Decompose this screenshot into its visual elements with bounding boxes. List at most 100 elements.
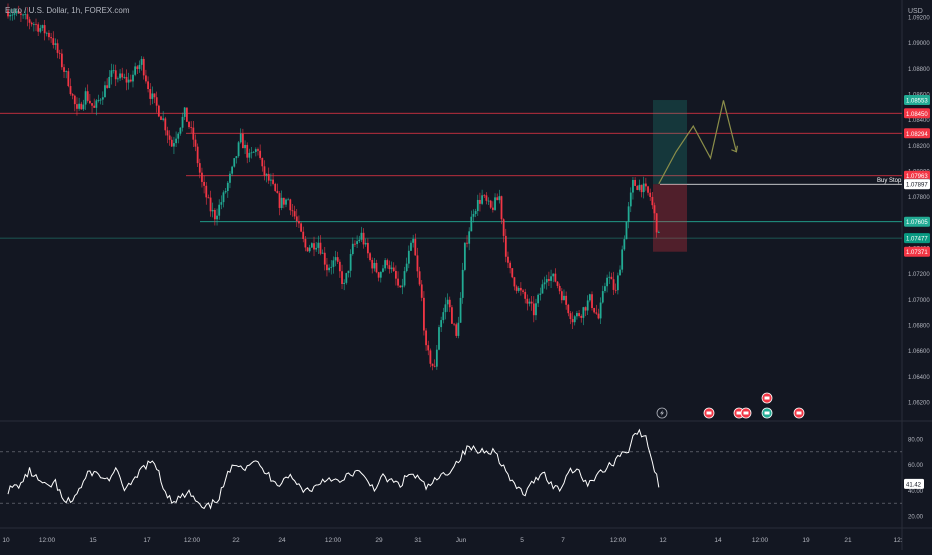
candle-body	[201, 172, 203, 182]
candle-body	[543, 282, 546, 285]
candle-body	[560, 291, 563, 301]
time-axis: 10 12:00 15 17 12:00 22 24 12:00 29 31 Jun 5 7 12:00 1…	[2, 537, 902, 544]
candle-body	[293, 211, 296, 217]
candle-body	[272, 179, 274, 184]
candle-body	[371, 260, 374, 269]
candle-body	[347, 270, 350, 274]
candle-body	[358, 239, 361, 242]
candle-body	[267, 173, 270, 181]
candle-body	[39, 28, 42, 32]
calendar-icon[interactable]	[740, 407, 752, 419]
price-level-label: 1.08450	[906, 112, 928, 118]
time-tick-label: 21	[844, 537, 852, 544]
candle-body	[239, 133, 242, 143]
candle-body	[502, 219, 505, 236]
candle-body	[500, 196, 503, 220]
candle-body	[326, 264, 328, 271]
candle-body	[82, 104, 85, 110]
candle-body	[241, 133, 244, 149]
calendar-icon[interactable]	[761, 407, 773, 419]
candle-body	[196, 146, 199, 164]
price-level-badge	[904, 95, 930, 106]
candle-body	[71, 94, 74, 96]
price-level-badge	[904, 128, 930, 139]
candle-body	[416, 255, 419, 272]
candle-body	[321, 252, 324, 254]
candle-body	[129, 79, 132, 82]
calendar-icon[interactable]	[793, 407, 805, 419]
candle-body	[132, 74, 134, 82]
candle-body	[248, 152, 251, 158]
candle-body	[170, 139, 173, 147]
candle-body	[69, 86, 72, 95]
time-tick-label: 12:00	[610, 537, 627, 544]
candle-body	[149, 89, 152, 99]
candle-body	[580, 315, 583, 318]
candle-body	[252, 151, 255, 153]
calendar-icon[interactable]	[703, 407, 715, 419]
candle-body	[192, 127, 195, 140]
candle-body	[388, 265, 391, 270]
candle-body	[308, 247, 311, 252]
candle-body	[453, 323, 455, 325]
candle-body	[563, 295, 565, 301]
time-tick-label: 5	[520, 537, 524, 544]
candle-body	[88, 100, 91, 104]
candle-body	[435, 349, 438, 367]
candle-body	[95, 100, 98, 108]
candle-body	[121, 73, 124, 78]
candle-body	[224, 191, 227, 193]
price-level-label: 1.07477	[906, 237, 928, 243]
candle-body	[364, 242, 367, 245]
candle-body	[22, 14, 24, 16]
candle-body	[625, 221, 628, 240]
candle-body	[125, 76, 128, 83]
projection-path[interactable]	[658, 100, 737, 185]
candle-body	[369, 253, 371, 261]
candle-body	[459, 297, 462, 323]
candle-body	[155, 97, 158, 106]
candle-body	[319, 242, 322, 254]
candle-body	[99, 99, 102, 101]
candle-body	[468, 231, 471, 244]
price-tick-label: 1.06400	[908, 375, 930, 381]
candle-body	[20, 13, 22, 15]
candle-body	[586, 300, 589, 311]
candle-body	[412, 238, 415, 243]
long-position-profit-zone[interactable]	[653, 100, 687, 185]
oscillator-tick-label: 80.00	[908, 438, 924, 444]
candle-body	[384, 260, 387, 269]
price-level-label: 1.07605	[906, 220, 928, 226]
candle-body	[526, 298, 529, 304]
candle-body	[287, 199, 290, 201]
candle-body	[513, 277, 516, 287]
price-tick-label: 1.07000	[908, 298, 930, 304]
candle-body	[334, 257, 337, 261]
candle-body	[356, 241, 359, 245]
candle-body	[509, 262, 512, 269]
time-tick-label: 12:	[893, 537, 902, 544]
candle-body	[461, 269, 464, 298]
candle-body	[140, 58, 143, 65]
candle-body	[280, 197, 283, 208]
long-position-risk-zone[interactable]	[653, 184, 687, 252]
candle-body	[487, 200, 490, 202]
candle-body	[177, 133, 180, 139]
calendar-icon[interactable]	[761, 392, 773, 404]
candle-body	[235, 156, 238, 159]
candle-body	[382, 268, 384, 272]
candle-body	[632, 179, 634, 193]
candle-body	[80, 103, 83, 110]
price-level-badge	[904, 233, 930, 244]
price-tick-label: 1.06600	[908, 349, 930, 355]
flash-icon[interactable]	[656, 407, 668, 419]
candle-body	[332, 260, 335, 267]
candle-body	[317, 242, 320, 248]
candle-body	[67, 71, 70, 87]
candle-body	[362, 232, 365, 245]
candle-body	[399, 285, 402, 288]
candle-body	[313, 243, 315, 250]
candle-body	[291, 210, 294, 212]
